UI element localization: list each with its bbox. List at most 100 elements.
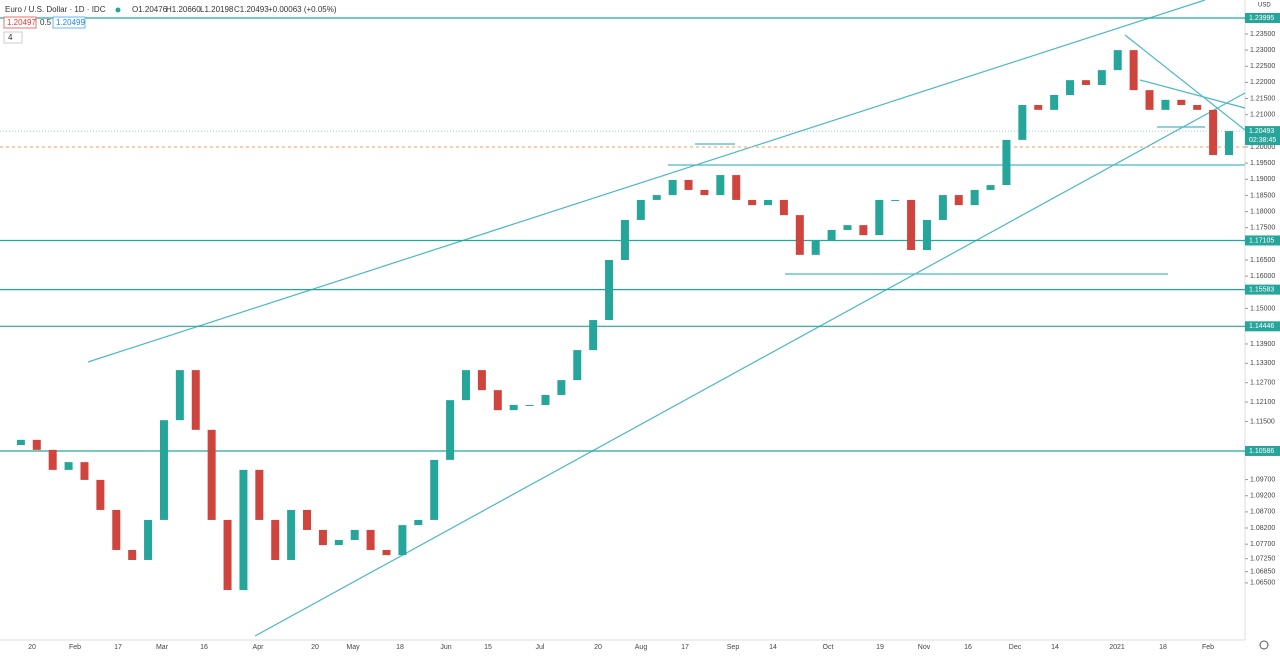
y-tick-label: 1.22500 (1250, 63, 1275, 70)
x-tick-label: 20 (311, 644, 319, 651)
x-tick-label: 14 (1051, 644, 1059, 651)
level-label-box (1245, 235, 1280, 246)
currency: USD (1258, 3, 1271, 9)
candle-body (382, 549, 391, 556)
candle-body (32, 439, 41, 450)
level-label: 1.10586 (1249, 448, 1274, 455)
candle-body (207, 429, 216, 520)
x-tick-label: 18 (1159, 644, 1167, 651)
candle-body (764, 199, 773, 206)
x-tick-label: Mar (156, 644, 169, 651)
level-label: 1.17105 (1249, 237, 1274, 244)
x-tick-label: 16 (200, 644, 208, 651)
x-tick-label: Aug (635, 644, 648, 651)
candle-body (668, 179, 677, 196)
candle-body (350, 529, 359, 540)
x-tick-label: 18 (396, 644, 404, 651)
badge-text: 0.5 (40, 18, 52, 27)
symbol: Euro / U.S. Dollar · 1D · IDC (5, 5, 106, 14)
y-tick-label: 1.20000 (1250, 144, 1275, 151)
candle-body (700, 189, 709, 196)
y-tick-label: 1.19500 (1250, 160, 1275, 167)
candle-body (112, 509, 121, 550)
countdown: 02:38:45 (1249, 137, 1276, 144)
candle-body (446, 400, 455, 460)
candle-body (620, 219, 629, 261)
settings-button[interactable] (1259, 640, 1269, 650)
candle-body (1113, 50, 1122, 71)
candle-body (748, 199, 757, 206)
candle-body (986, 185, 995, 190)
candle-body (1050, 94, 1059, 110)
x-tick-label: Nov (918, 644, 931, 651)
trend-line (87, 0, 1206, 363)
x-tick-label: Jul (536, 644, 545, 651)
y-tick-label: 1.21500 (1250, 95, 1275, 102)
candle-body (732, 175, 741, 200)
x-tick-label: Feb (69, 644, 81, 651)
ohlc-change: +0.00063 (+0.05%) (268, 5, 337, 14)
y-tick-label: 1.07250 (1250, 556, 1275, 563)
level-label-box (1245, 284, 1280, 295)
x-tick-label: 17 (114, 644, 122, 651)
candle-body (1161, 99, 1170, 110)
candle-body (922, 219, 931, 250)
y-tick-label: 1.06850 (1250, 568, 1275, 575)
price-axis: 1.23500 1.23000 1.22500 1.22000 1.21500 1.210… (28, 12, 1280, 651)
y-tick-label: 1.13900 (1250, 341, 1275, 348)
candle-body (255, 469, 264, 520)
candle-body (1066, 80, 1075, 95)
candle-body (287, 509, 296, 560)
candle-body (64, 462, 73, 470)
candle-body (48, 449, 57, 470)
y-tick-label: 1.16500 (1250, 257, 1275, 264)
candle-body (843, 225, 852, 230)
candle-body (398, 525, 407, 556)
badge-text: 1.20497 (7, 18, 36, 27)
x-tick-label: 19 (876, 644, 884, 651)
candle-body (891, 199, 900, 201)
candle-body (716, 175, 725, 196)
level-label: 1.15583 (1249, 286, 1274, 293)
candle-body (573, 350, 582, 381)
candle-body (80, 462, 89, 480)
candle-body (1018, 105, 1027, 140)
candle-body (525, 404, 534, 406)
candle-body (334, 539, 343, 546)
level-label: 1.14446 (1249, 323, 1274, 330)
y-tick-label: 1.19000 (1250, 176, 1275, 183)
collapse-button[interactable] (3, 31, 23, 44)
ohlc-close: C1.20493 (234, 5, 269, 14)
last-price-box (1245, 126, 1280, 146)
y-tick-label: 1.08700 (1250, 509, 1275, 516)
candle-body (1097, 70, 1106, 85)
y-tick-label: 1.13300 (1250, 360, 1275, 367)
candle-body (144, 519, 153, 560)
level-label-box (1245, 321, 1280, 332)
candle-body (175, 370, 184, 421)
x-tick-label: Apr (253, 644, 265, 651)
candle-body (938, 195, 947, 220)
candle-body (541, 394, 550, 405)
x-tick-label: Oct (823, 644, 834, 651)
candle-body (970, 189, 979, 206)
candle-body (223, 519, 232, 591)
x-tick-label: Sep (727, 644, 740, 651)
trend-line (1124, 34, 1246, 131)
candle-body (1209, 109, 1218, 156)
y-tick-label: 1.07700 (1250, 541, 1275, 548)
x-tick-label: May (346, 644, 360, 651)
x-tick-label: 14 (769, 644, 777, 651)
candle-body (191, 370, 200, 430)
candle-body (239, 469, 248, 591)
candle-body (557, 380, 566, 395)
candle-body (1081, 80, 1090, 85)
candle-body (875, 199, 884, 236)
x-tick-label: 16 (964, 644, 972, 651)
candle-body (1145, 90, 1154, 110)
candle-body (318, 529, 327, 546)
collapse-count[interactable]: 4 (8, 33, 13, 42)
candle-body (954, 195, 963, 206)
candle-body (1193, 105, 1202, 110)
